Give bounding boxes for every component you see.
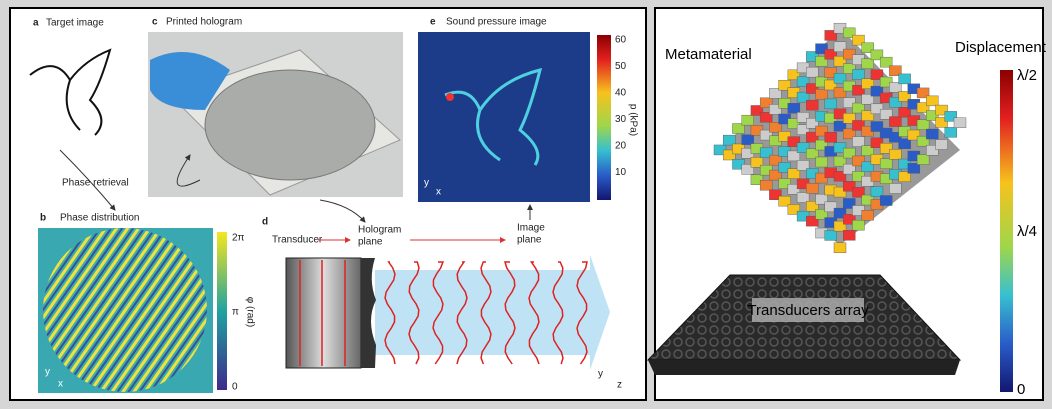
colorbar-tick: λ/4 [1017,223,1037,240]
cube [806,67,818,77]
colorbar-tick: 20 [615,141,627,152]
right-panel: Transducers array Metamaterial Displacem… [648,8,1047,400]
beam [375,255,610,370]
cube [880,159,892,169]
cube [945,127,957,137]
colorbar-tick: 30 [615,114,627,125]
axis-label: y [424,178,429,189]
cube [825,132,837,142]
colorbar-label: p (kPa) [627,104,638,136]
panel-title: Sound pressure image [446,17,547,28]
cube [806,100,818,110]
cube [908,163,920,173]
label: Metamaterial [665,46,752,63]
panel-letter: b [40,213,46,224]
colorbar [217,232,227,390]
colorbar-label: φ (rad) [244,297,255,327]
label: Transducer [272,235,323,246]
cube [862,210,874,220]
figure: a Target image Phase retrieval b Phase d… [0,0,1052,409]
cube [954,118,966,128]
cube [797,193,809,203]
cube [862,59,874,69]
cube [917,155,929,165]
colorbar [1000,70,1013,392]
cube [899,74,911,84]
colorbar-tick: 2π [232,233,245,244]
colorbar-tick: 50 [615,61,627,72]
cube [889,117,901,127]
panel-letter: a [33,18,39,29]
colorbar [597,35,611,200]
cube [788,103,800,113]
cube [926,96,938,106]
panel-letter: c [152,17,158,28]
panel-letter: e [430,17,436,28]
axis-label: x [58,379,63,390]
label: Displacement [955,39,1047,56]
left-panel: a Target image Phase retrieval b Phase d… [10,8,646,400]
cube [852,69,864,79]
cube [742,135,754,145]
cube [889,183,901,193]
cube [917,120,929,130]
cube [834,243,846,253]
cube [871,187,883,197]
cube [889,149,901,159]
colorbar-tick: 0 [232,382,238,393]
label: plane [358,237,383,248]
cube [880,196,892,206]
colorbar-tick: 10 [615,167,627,178]
label: Transducers array [747,302,869,319]
cube [852,137,864,147]
colorbar-tick: 60 [615,35,627,46]
panel-title: Phase distribution [60,213,140,224]
cube [742,115,754,125]
axis-label: y [598,369,603,380]
label: Image [517,223,545,234]
cube [816,89,828,99]
cube [760,180,772,190]
axis-label: x [436,187,441,198]
panel-title: Target image [46,18,104,29]
cube [816,157,828,167]
label: Hologram [358,225,401,236]
colorbar-tick: 40 [615,88,627,99]
transducer [286,258,361,368]
cube [843,230,855,240]
colorbar-tick: λ/2 [1017,67,1037,84]
panel-letter: d [262,217,268,228]
cube [825,99,837,109]
axis-label: z [617,380,622,391]
colorbar-tick: 0 [1017,381,1025,398]
cube [926,129,938,139]
cube [806,183,818,193]
cube [723,135,735,145]
cube [825,230,837,240]
colorbar-tick: π [232,307,239,318]
axis-label: y [45,367,50,378]
cube [852,220,864,230]
panel-title: Printed hologram [166,17,242,28]
label: plane [517,235,542,246]
cube [936,140,948,150]
pressure-image [418,32,590,202]
